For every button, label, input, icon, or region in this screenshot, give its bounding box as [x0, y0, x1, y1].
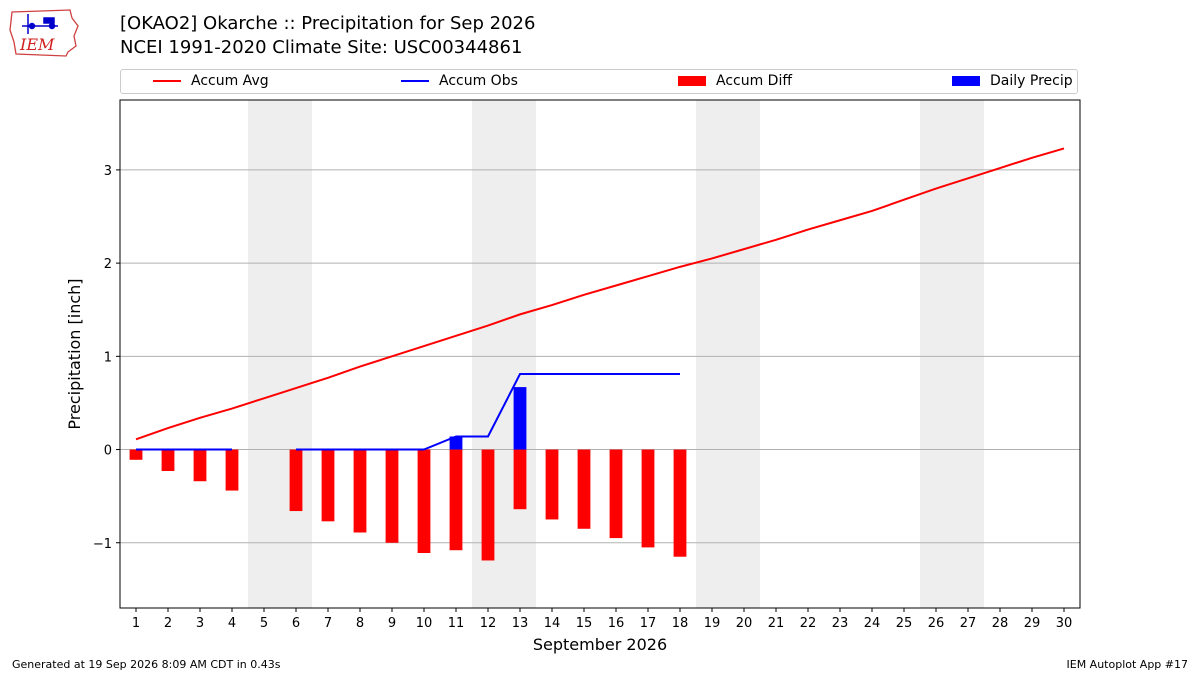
accum-diff-bar-day-17: [641, 449, 655, 548]
logo-text: IEM: [19, 35, 55, 54]
accum-diff-bar-day-3: [193, 449, 207, 482]
x-tick-label: 15: [576, 616, 593, 631]
x-tick-label: 28: [992, 616, 1009, 631]
legend-item-accum-obs: Accum Obs: [401, 73, 518, 89]
legend-item-daily-precip: Daily Precip: [952, 73, 1073, 89]
x-tick-label: 20: [736, 616, 753, 631]
x-tick-label: 9: [388, 616, 396, 631]
y-tick-label: 1: [104, 350, 112, 365]
x-tick-label: 10: [416, 616, 433, 631]
x-tick-label: 26: [928, 616, 945, 631]
x-tick-label: 5: [260, 616, 268, 631]
y-axis-label: Precipitation [inch]: [65, 278, 84, 429]
gridlines: [120, 169, 1080, 544]
legend-item-accum-diff: Accum Diff: [678, 73, 792, 89]
x-tick-label: 8: [356, 616, 364, 631]
lines: [135, 147, 1065, 451]
accum-obs-line-segment-2: [296, 373, 680, 451]
x-tick-label: 22: [800, 616, 817, 631]
accum-diff-bar-day-11: [449, 449, 463, 551]
accum-diff-bar-day-16: [609, 449, 623, 539]
legend-label-accum-obs: Accum Obs: [439, 73, 518, 89]
x-axis-label: September 2026: [533, 635, 667, 654]
x-tick-label: 29: [1024, 616, 1041, 631]
x-tick-label: 17: [640, 616, 657, 631]
accum-diff-bar-day-2: [161, 449, 175, 471]
daily-precip-bar-day-13: [513, 387, 527, 450]
weekend-shade-5: [248, 100, 312, 608]
bars: [129, 387, 687, 561]
weekend-shade-26: [920, 100, 984, 608]
x-tick-label: 4: [228, 616, 236, 631]
accum-diff-bar-day-13: [513, 449, 527, 510]
legend-swatch-daily-precip: [952, 76, 980, 86]
accum-diff-bar-day-7: [321, 449, 335, 522]
plot-frame: [119, 99, 1081, 609]
accum-diff-bar-day-12: [481, 449, 495, 561]
daily-precip-bar-day-11: [449, 436, 463, 450]
x-tick-label: 11: [448, 616, 465, 631]
accum-diff-bar-day-6: [289, 449, 303, 512]
x-tick-label: 24: [864, 616, 881, 631]
legend-item-accum-avg: Accum Avg: [153, 73, 269, 89]
y-tick-label: −1: [93, 537, 112, 552]
y-tick-label: 0: [104, 444, 112, 459]
legend-label-accum-avg: Accum Avg: [191, 73, 269, 89]
weekend-shade-19: [696, 100, 760, 608]
chart-subtitle: NCEI 1991-2020 Climate Site: USC00344861: [120, 37, 523, 58]
accum-diff-bar-day-15: [577, 449, 591, 529]
iowa-outline-shape: [9, 9, 79, 57]
x-tick-label: 27: [960, 616, 977, 631]
x-tick-label: 30: [1056, 616, 1073, 631]
chart-title: [OKAO2] Okarche :: Precipitation for Sep…: [120, 13, 536, 34]
weekend-shading: [248, 100, 984, 608]
iem-logo: IEM: [9, 9, 79, 57]
x-tick-label: 18: [672, 616, 689, 631]
x-tick-label: 21: [768, 616, 785, 631]
x-tick-label: 19: [704, 616, 721, 631]
accum-diff-bar-day-18: [673, 449, 687, 557]
legend-swatch-accum-obs: [401, 80, 429, 82]
x-tick-label: 1: [132, 616, 140, 631]
legend-label-accum-diff: Accum Diff: [716, 73, 793, 89]
x-tick-label: 6: [292, 616, 300, 631]
y-tick-label: 3: [104, 164, 112, 179]
x-tick-label: 12: [480, 616, 497, 631]
accum-avg-line: [135, 147, 1065, 441]
accum-diff-bar-day-1: [129, 449, 143, 460]
x-tick-label: 25: [896, 616, 913, 631]
x-tick-label: 23: [832, 616, 849, 631]
legend: Accum Avg Accum Obs Accum Diff Daily Pre…: [120, 69, 1078, 94]
accum-diff-bar-day-9: [385, 449, 399, 543]
accum-diff-bar-day-8: [353, 449, 367, 533]
legend-swatch-accum-diff: [678, 76, 706, 86]
legend-swatch-accum-avg: [153, 80, 181, 82]
accum-diff-bar-day-14: [545, 449, 559, 520]
x-tick-label: 16: [608, 616, 625, 631]
accum-diff-bar-day-10: [417, 449, 431, 554]
y-tick-label: 2: [104, 257, 112, 272]
x-tick-label: 7: [324, 616, 332, 631]
legend-label-daily-precip: Daily Precip: [990, 73, 1073, 89]
app-identifier: IEM Autoplot App #17: [1066, 658, 1189, 671]
x-tick-label: 2: [164, 616, 172, 631]
x-tick-label: 3: [196, 616, 204, 631]
x-tick-label: 14: [544, 616, 561, 631]
generated-timestamp: Generated at 19 Sep 2026 8:09 AM CDT in …: [12, 658, 281, 671]
x-tick-label: 13: [512, 616, 529, 631]
accum-diff-bar-day-4: [225, 449, 239, 491]
weather-station-icon: [22, 14, 58, 34]
